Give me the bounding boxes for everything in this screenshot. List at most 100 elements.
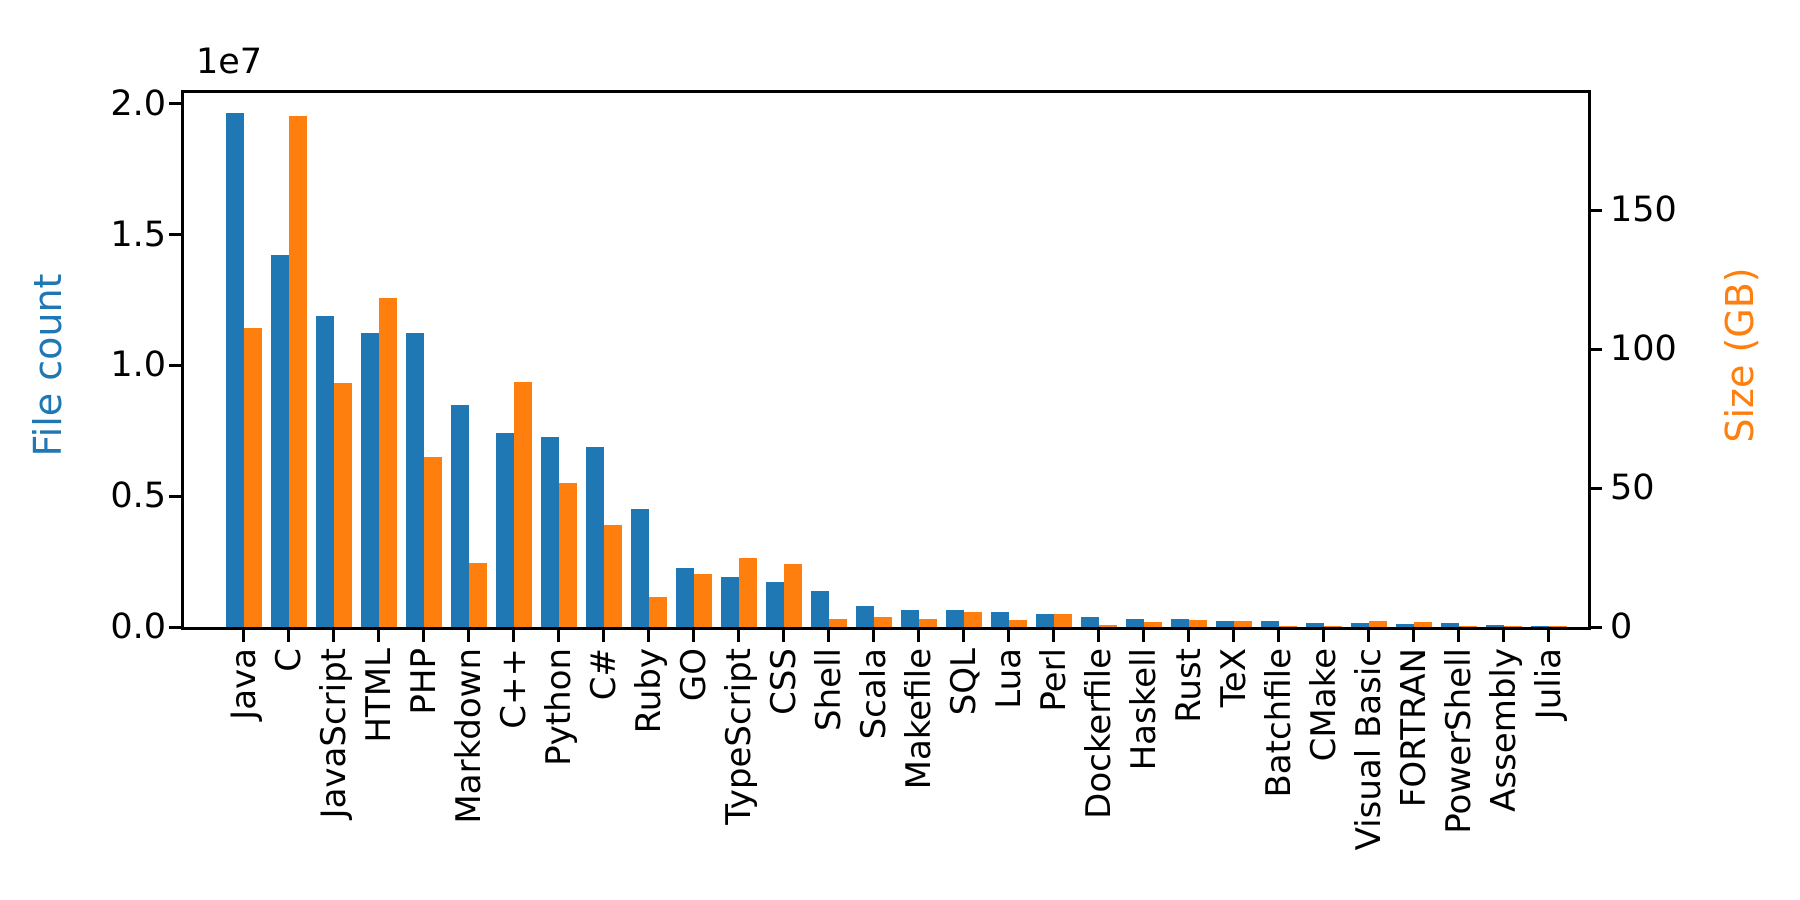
- bar-filecount-javascript: [315, 316, 334, 627]
- bar-size-php: [423, 457, 442, 627]
- x-tick-label: Lua: [988, 648, 1029, 709]
- x-tick-label: CMake: [1303, 648, 1344, 762]
- bar-size-scala: [873, 616, 892, 627]
- bar-filecount-batchfile: [1260, 620, 1279, 627]
- x-tick: [1187, 628, 1190, 642]
- bar-filecount-powershell: [1440, 623, 1459, 627]
- x-tick: [242, 628, 245, 642]
- bar-size-markdown: [468, 563, 487, 627]
- bar-size-rust: [1188, 620, 1207, 627]
- x-tick-label: Assembly: [1483, 648, 1524, 812]
- x-tick-label: Dockerfile: [1078, 648, 1119, 819]
- right-tick-label: 0: [1610, 607, 1633, 647]
- bar-filecount-cmake: [1305, 623, 1324, 627]
- x-tick: [737, 628, 740, 642]
- y-tick-right: [1588, 625, 1602, 629]
- y-tick-left: [169, 102, 183, 106]
- bar-filecount-julia: [1530, 625, 1549, 627]
- x-tick: [332, 628, 335, 642]
- x-tick-label: Julia: [1528, 648, 1569, 720]
- x-tick-label: Visual Basic: [1348, 648, 1389, 851]
- x-tick: [377, 628, 380, 642]
- bar-size-julia: [1548, 626, 1567, 627]
- bar-filecount-c: [270, 254, 289, 627]
- x-tick: [1322, 628, 1325, 642]
- bar-size-typescript: [738, 558, 757, 627]
- y-tick-left: [169, 494, 183, 498]
- bar-size-c-: [513, 382, 532, 627]
- bar-filecount-shell: [810, 590, 829, 627]
- bar-filecount-rust: [1170, 618, 1189, 627]
- left-tick-label: 1.0: [110, 345, 166, 386]
- y-tick-left: [169, 363, 183, 367]
- x-tick: [1457, 628, 1460, 642]
- x-tick-label: FORTRAN: [1393, 648, 1434, 808]
- x-tick: [287, 628, 290, 642]
- bar-size-go: [693, 573, 712, 627]
- x-tick-label: GO: [673, 648, 714, 702]
- x-tick-label: Shell: [808, 648, 849, 731]
- bar-filecount-tex: [1215, 620, 1234, 627]
- x-tick-label: Perl: [1033, 648, 1074, 712]
- bar-size-css: [783, 563, 802, 627]
- bar-size-c-: [603, 525, 622, 627]
- x-tick: [1007, 628, 1010, 642]
- left-tick-label: 0.0: [110, 607, 166, 647]
- bar-filecount-assembly: [1485, 625, 1504, 627]
- bar-size-powershell: [1458, 625, 1477, 627]
- y-tick-left: [169, 233, 183, 237]
- x-tick: [962, 628, 965, 642]
- bar-size-dockerfile: [1098, 625, 1117, 627]
- x-tick-label: TypeScript: [718, 648, 759, 825]
- right-tick-label: 100: [1610, 329, 1677, 370]
- bar-filecount-c-: [585, 447, 604, 627]
- x-tick-label: PowerShell: [1438, 648, 1479, 834]
- bar-filecount-html: [360, 333, 379, 627]
- x-tick-label: Java: [223, 648, 264, 720]
- x-tick-label: JavaScript: [313, 648, 354, 819]
- bar-filecount-ruby: [630, 509, 649, 627]
- bar-size-perl: [1053, 613, 1072, 627]
- x-tick-label: Batchfile: [1258, 648, 1299, 798]
- x-tick: [1367, 628, 1370, 642]
- y-tick-left: [169, 625, 183, 629]
- x-tick-label: Ruby: [628, 648, 669, 734]
- x-tick: [917, 628, 920, 642]
- bar-filecount-css: [765, 581, 784, 627]
- left-tick-label: 0.5: [110, 476, 166, 517]
- x-tick-label: CSS: [763, 648, 804, 715]
- x-tick-label: SQL: [943, 648, 984, 716]
- bar-size-ruby: [648, 596, 667, 627]
- bar-filecount-fortran: [1395, 623, 1414, 627]
- x-tick-label: C++: [493, 648, 534, 729]
- x-tick: [602, 628, 605, 642]
- bar-size-assembly: [1503, 625, 1522, 627]
- right-tick-label: 150: [1610, 190, 1677, 231]
- bar-size-makefile: [918, 618, 937, 627]
- x-tick-label: Scala: [853, 648, 894, 740]
- bar-filecount-python: [540, 436, 559, 627]
- x-tick: [1277, 628, 1280, 642]
- x-tick: [1502, 628, 1505, 642]
- bar-filecount-haskell: [1125, 618, 1144, 627]
- x-tick: [1052, 628, 1055, 642]
- bar-size-shell: [828, 618, 847, 627]
- right-tick-label: 50: [1610, 468, 1655, 509]
- x-tick-label: Python: [538, 648, 579, 766]
- bar-size-haskell: [1143, 621, 1162, 627]
- bar-filecount-php: [405, 333, 424, 627]
- x-tick: [1412, 628, 1415, 642]
- x-tick: [1097, 628, 1100, 642]
- x-tick: [1142, 628, 1145, 642]
- bar-filecount-perl: [1035, 613, 1054, 627]
- y-tick-right: [1588, 208, 1602, 212]
- bar-filecount-markdown: [450, 404, 469, 627]
- bar-filecount-java: [225, 112, 244, 627]
- bar-size-c: [288, 116, 307, 627]
- x-tick: [692, 628, 695, 642]
- bar-filecount-makefile: [900, 609, 919, 627]
- bar-filecount-dockerfile: [1080, 617, 1099, 627]
- bar-size-sql: [963, 611, 982, 627]
- bar-size-fortran: [1413, 621, 1432, 627]
- bar-filecount-sql: [945, 609, 964, 627]
